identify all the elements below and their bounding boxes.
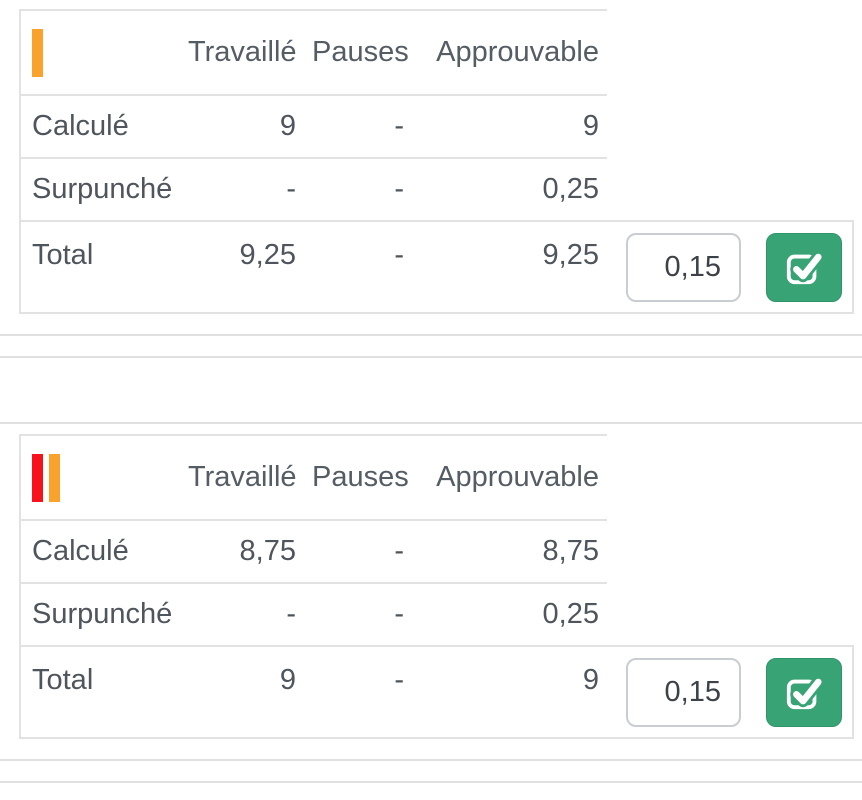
- hours-table-day1: Travaillé Pauses Approuvable Calculé 9 -…: [19, 9, 854, 314]
- cell-approuvable: 9: [412, 645, 607, 738]
- column-header-travaille: Travaillé: [180, 434, 304, 520]
- timesheet-approval-page: Travaillé Pauses Approuvable Calculé 9 -…: [0, 9, 862, 783]
- cell-travaille: -: [180, 157, 304, 221]
- cell-pauses: -: [304, 94, 412, 158]
- approve-cell: [755, 220, 854, 313]
- row-label: Calculé: [20, 519, 180, 583]
- cell-travaille: 9,25: [180, 220, 304, 313]
- cell-approuvable: 9: [412, 94, 607, 158]
- column-header-approuvable: Approuvable: [412, 434, 607, 520]
- table-row-surpunche: Surpunché - - 0,25: [20, 157, 853, 221]
- table-row-surpunche: Surpunché - - 0,25: [20, 582, 853, 646]
- punch-status-icon: [32, 28, 172, 77]
- cell-travaille: 8,75: [180, 519, 304, 583]
- spacer: [607, 10, 853, 221]
- header-row: Travaillé Pauses Approuvable: [20, 434, 853, 646]
- cell-approuvable: 0,25: [412, 582, 607, 646]
- cell-approuvable: 9,25: [412, 220, 607, 313]
- column-header-pauses: Pauses: [304, 434, 412, 520]
- row-label: Surpunché: [20, 582, 180, 646]
- row-label: Total: [20, 645, 180, 738]
- cell-pauses: -: [304, 519, 412, 583]
- table-row-total: Total 9 - 9: [20, 645, 854, 738]
- column-header-pauses: Pauses: [304, 9, 412, 95]
- header-row: Travaillé Pauses Approuvable: [20, 9, 853, 221]
- cell-pauses: -: [304, 582, 412, 646]
- cell-pauses: -: [304, 157, 412, 221]
- approve-button[interactable]: [766, 232, 842, 302]
- divider: [0, 356, 862, 358]
- row-label: Surpunché: [20, 157, 180, 221]
- spacer: [607, 435, 853, 646]
- adjustment-cell: [607, 220, 755, 313]
- divider: [0, 334, 862, 336]
- divider: [0, 759, 862, 761]
- red-bar-icon: [32, 453, 43, 502]
- cell-approuvable: 8,75: [412, 519, 607, 583]
- approve-button[interactable]: [766, 657, 842, 727]
- adjustment-input[interactable]: [626, 657, 741, 727]
- cell-pauses: -: [304, 645, 412, 738]
- hours-table-day2: Travaillé Pauses Approuvable Calculé 8,7…: [19, 434, 854, 739]
- punch-status-icon: [32, 453, 172, 502]
- row-label: Total: [20, 220, 180, 313]
- adjustment-input[interactable]: [626, 232, 741, 302]
- approve-cell: [755, 645, 854, 738]
- cell-approuvable: 0,25: [412, 157, 607, 221]
- cell-travaille: 9: [180, 94, 304, 158]
- divider: [0, 781, 862, 783]
- orange-bar-icon: [49, 453, 60, 502]
- status-cell: [20, 9, 180, 95]
- status-cell: [20, 434, 180, 520]
- column-header-approuvable: Approuvable: [412, 9, 607, 95]
- adjustment-cell: [607, 645, 755, 738]
- cell-travaille: 9: [180, 645, 304, 738]
- table-row-calcule: Calculé 9 - 9: [20, 94, 853, 158]
- row-label: Calculé: [20, 94, 180, 158]
- table-row-total: Total 9,25 - 9,25: [20, 220, 854, 313]
- cell-travaille: -: [180, 582, 304, 646]
- check-square-icon: [786, 675, 823, 710]
- divider: [0, 422, 862, 424]
- cell-pauses: -: [304, 220, 412, 313]
- column-header-travaille: Travaillé: [180, 9, 304, 95]
- check-square-icon: [786, 250, 823, 285]
- orange-bar-icon: [32, 28, 43, 77]
- table-row-calcule: Calculé 8,75 - 8,75: [20, 519, 853, 583]
